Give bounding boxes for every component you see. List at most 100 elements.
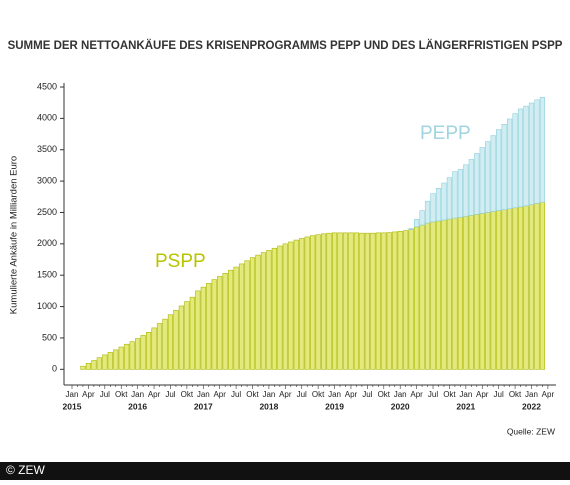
bar bbox=[140, 335, 146, 370]
x-tick-label: Jan bbox=[131, 390, 144, 399]
bar bbox=[118, 346, 124, 370]
bar bbox=[496, 210, 502, 370]
bar bbox=[129, 341, 135, 370]
x-tick-label: Okt bbox=[312, 390, 325, 399]
bar bbox=[342, 232, 349, 370]
x-tick-label: Okt bbox=[378, 390, 391, 399]
bar bbox=[326, 232, 332, 370]
bar bbox=[435, 220, 442, 370]
year-label: 2019 bbox=[325, 401, 344, 411]
x-tick-label: Jan bbox=[262, 390, 275, 399]
y-tick-label: 0 bbox=[52, 364, 57, 374]
y-tick-label: 500 bbox=[42, 332, 57, 342]
bar bbox=[424, 200, 431, 224]
bar bbox=[167, 314, 174, 370]
y-tick-label: 3500 bbox=[37, 144, 57, 154]
bar bbox=[266, 250, 272, 370]
x-tick-label: Jul bbox=[231, 390, 241, 399]
x-tick-label: Jul bbox=[100, 390, 110, 399]
bar bbox=[178, 305, 185, 370]
bar bbox=[162, 318, 168, 370]
x-tick-label: Jul bbox=[297, 390, 307, 399]
chart-title: SUMME DER NETTOANKÄUFE DES KRISENPROGRAM… bbox=[8, 39, 563, 52]
year-label: 2018 bbox=[259, 401, 278, 411]
bar bbox=[506, 118, 513, 210]
bar bbox=[233, 266, 239, 370]
bar bbox=[113, 349, 119, 370]
bar bbox=[102, 354, 108, 370]
bar bbox=[277, 245, 283, 370]
bar bbox=[228, 269, 234, 370]
y-tick-label: 1500 bbox=[37, 270, 57, 280]
bar bbox=[485, 141, 491, 213]
bar bbox=[479, 147, 485, 214]
y-tick-label: 2500 bbox=[37, 207, 57, 217]
bar bbox=[523, 205, 529, 370]
bar bbox=[435, 188, 442, 222]
bar bbox=[189, 296, 195, 370]
bar bbox=[485, 212, 491, 370]
bar bbox=[184, 301, 190, 370]
series-label: PSPP bbox=[155, 251, 206, 272]
bar bbox=[195, 290, 201, 370]
footer: © ZEW bbox=[6, 463, 46, 477]
x-tick-label: Jul bbox=[494, 390, 504, 399]
bar bbox=[479, 213, 485, 370]
bar bbox=[441, 219, 447, 370]
year-label: 2015 bbox=[63, 401, 82, 411]
x-tick-label: Okt bbox=[443, 390, 456, 399]
bar bbox=[91, 360, 97, 370]
bar bbox=[249, 257, 256, 370]
bar bbox=[446, 177, 453, 220]
bar bbox=[392, 231, 398, 370]
bar bbox=[430, 221, 436, 370]
bar bbox=[517, 206, 524, 370]
bar bbox=[85, 363, 92, 370]
bar bbox=[463, 215, 469, 370]
bar bbox=[408, 229, 414, 370]
bar bbox=[463, 164, 469, 217]
bar bbox=[331, 232, 338, 370]
y-tick-label: 1000 bbox=[37, 301, 57, 311]
bar bbox=[446, 218, 453, 370]
bar bbox=[359, 232, 365, 370]
bar bbox=[348, 232, 354, 370]
bar bbox=[200, 286, 206, 370]
bar bbox=[419, 224, 425, 370]
series-label: PEPP bbox=[420, 123, 471, 144]
bar bbox=[299, 238, 305, 370]
bar bbox=[419, 210, 425, 226]
bar bbox=[145, 332, 152, 370]
bar bbox=[222, 273, 228, 370]
bar bbox=[107, 352, 113, 370]
bar bbox=[468, 214, 474, 370]
bar bbox=[80, 365, 86, 370]
bar bbox=[386, 232, 392, 370]
x-tick-label: Jan bbox=[197, 390, 210, 399]
bar bbox=[408, 228, 414, 230]
bar bbox=[293, 239, 299, 370]
bar bbox=[539, 201, 546, 370]
x-tick-label: Jan bbox=[328, 390, 341, 399]
bar bbox=[490, 135, 496, 212]
bar bbox=[457, 169, 463, 218]
bar bbox=[206, 283, 212, 370]
x-tick-label: Okt bbox=[115, 390, 128, 399]
bar bbox=[528, 204, 535, 370]
bar bbox=[211, 279, 217, 370]
bar bbox=[474, 153, 480, 215]
bar bbox=[496, 129, 502, 211]
bar bbox=[474, 214, 480, 370]
bar bbox=[441, 182, 447, 221]
bar bbox=[304, 236, 310, 370]
bar bbox=[403, 230, 409, 370]
source: Quelle: ZEW bbox=[507, 426, 555, 436]
bar bbox=[512, 207, 518, 370]
x-tick-label: Okt bbox=[509, 390, 522, 399]
bar bbox=[288, 241, 294, 370]
x-tick-label: Apr bbox=[542, 390, 555, 399]
x-tick-label: Apr bbox=[476, 390, 489, 399]
x-tick-label: Jan bbox=[525, 390, 538, 399]
bar bbox=[156, 323, 163, 370]
